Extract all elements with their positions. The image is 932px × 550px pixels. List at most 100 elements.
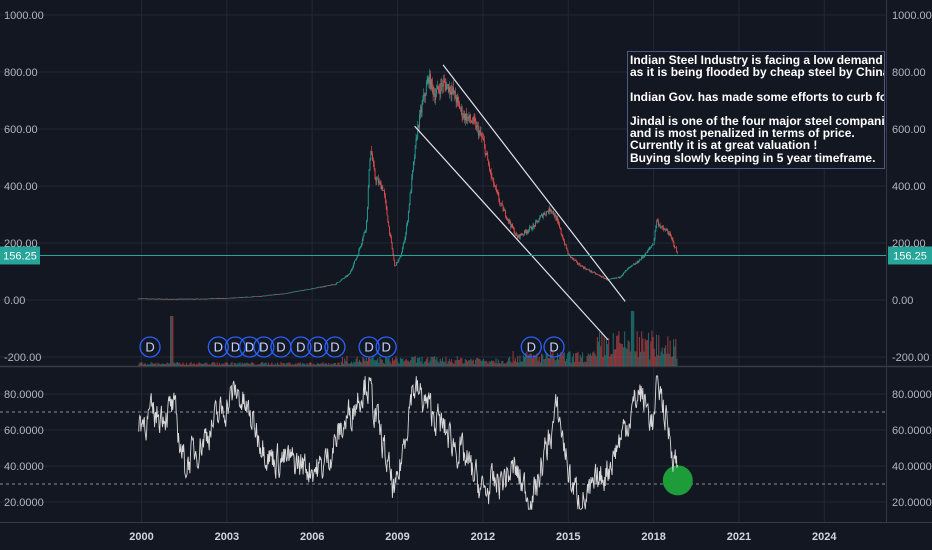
candle-body (337, 282, 338, 283)
candle-body (667, 230, 669, 233)
volume-bar (460, 357, 462, 366)
candle-body (561, 233, 563, 237)
volume-bar (322, 362, 324, 366)
volume-bar (338, 362, 340, 366)
oversold-highlight (662, 465, 693, 496)
volume-bar (340, 361, 342, 366)
candle-body (304, 289, 306, 291)
volume-bar (536, 353, 538, 366)
candle-body (491, 176, 493, 179)
candle-body (339, 281, 341, 282)
volume-bar (459, 359, 461, 366)
candle-body (472, 117, 474, 123)
volume-bar (577, 351, 579, 366)
volume-bar (559, 355, 561, 366)
volume-bar (404, 360, 406, 366)
volume-bar (199, 363, 201, 366)
candle-body (157, 298, 159, 300)
candle-body (492, 178, 494, 179)
volume-bar (399, 357, 401, 366)
volume-bar (612, 333, 614, 366)
candle-body (523, 234, 524, 235)
dividend-marker-label: D (381, 340, 390, 355)
volume-bar (349, 363, 351, 366)
candle-body (326, 285, 328, 287)
volume-bar (581, 352, 584, 366)
candle-body (662, 226, 664, 228)
candle-body (152, 298, 154, 300)
candle-body (496, 190, 498, 193)
volume-bar (416, 357, 419, 366)
candle-body (376, 179, 378, 182)
candle-body (425, 85, 427, 95)
candle-body (474, 119, 476, 121)
candle-body (338, 281, 340, 283)
candle-body (199, 298, 201, 300)
candle-body (186, 298, 187, 300)
candle-body (551, 210, 553, 212)
candle-body (277, 294, 279, 295)
volume-bar (375, 360, 378, 366)
volume-bar (469, 360, 471, 366)
volume-bar (649, 359, 651, 366)
volume-bar (238, 363, 240, 366)
candle-body (258, 296, 260, 297)
volume-bar (280, 362, 282, 366)
candle-body (430, 73, 431, 89)
volume-bar (627, 340, 629, 366)
candle-body (345, 275, 347, 277)
candle-body (195, 298, 197, 300)
volume-bar (361, 362, 363, 366)
candle-body (174, 299, 176, 300)
candle-body (348, 274, 350, 276)
candle-body (151, 298, 153, 300)
volume-bar (192, 363, 194, 366)
candle-body (316, 287, 318, 289)
candle-body (365, 229, 367, 232)
candle-body (331, 284, 333, 286)
dividend-marker-label: D (214, 340, 223, 355)
candle-body (192, 299, 194, 300)
volume-bar (263, 363, 265, 366)
candle-body (228, 297, 230, 299)
candle-body (164, 298, 166, 300)
candle-body (651, 245, 653, 247)
candle-body (148, 298, 150, 300)
candle-body (381, 186, 383, 190)
candle-body (658, 220, 659, 226)
candle-body (453, 87, 454, 94)
volume-bar (530, 353, 532, 366)
candle-body (617, 277, 618, 279)
candle-body (291, 292, 292, 293)
candle-body (250, 296, 252, 298)
volume-bar (568, 351, 570, 366)
candle-body (198, 298, 199, 300)
volume-bar (419, 357, 421, 366)
volume-bar (402, 358, 404, 366)
volume-bars (138, 311, 678, 366)
volume-bar (541, 353, 543, 366)
volume-bar (642, 338, 644, 366)
volume-bar (558, 359, 560, 366)
volume-bar (638, 337, 640, 366)
volume-bar (287, 363, 289, 366)
candle-body (407, 210, 409, 221)
volume-bar (550, 351, 552, 366)
price-axis-label-right: 1000.00 (892, 10, 932, 22)
annotation-box[interactable]: Indian Steel Industry is facing a low de… (627, 51, 885, 169)
candle-body (385, 200, 387, 207)
candle-body (223, 298, 225, 299)
candle-body (536, 220, 538, 222)
volume-bar (511, 362, 513, 366)
candle-body (396, 262, 397, 266)
volume-bar (429, 360, 431, 366)
candle-body (271, 294, 273, 296)
candle-body (361, 240, 363, 244)
candle-body (169, 298, 171, 300)
candle-body (143, 298, 145, 300)
candle-body (621, 275, 623, 277)
volume-bar (208, 364, 210, 366)
time-axis-label: 2018 (641, 531, 665, 543)
volume-bar (463, 362, 465, 366)
volume-bar (603, 335, 605, 366)
